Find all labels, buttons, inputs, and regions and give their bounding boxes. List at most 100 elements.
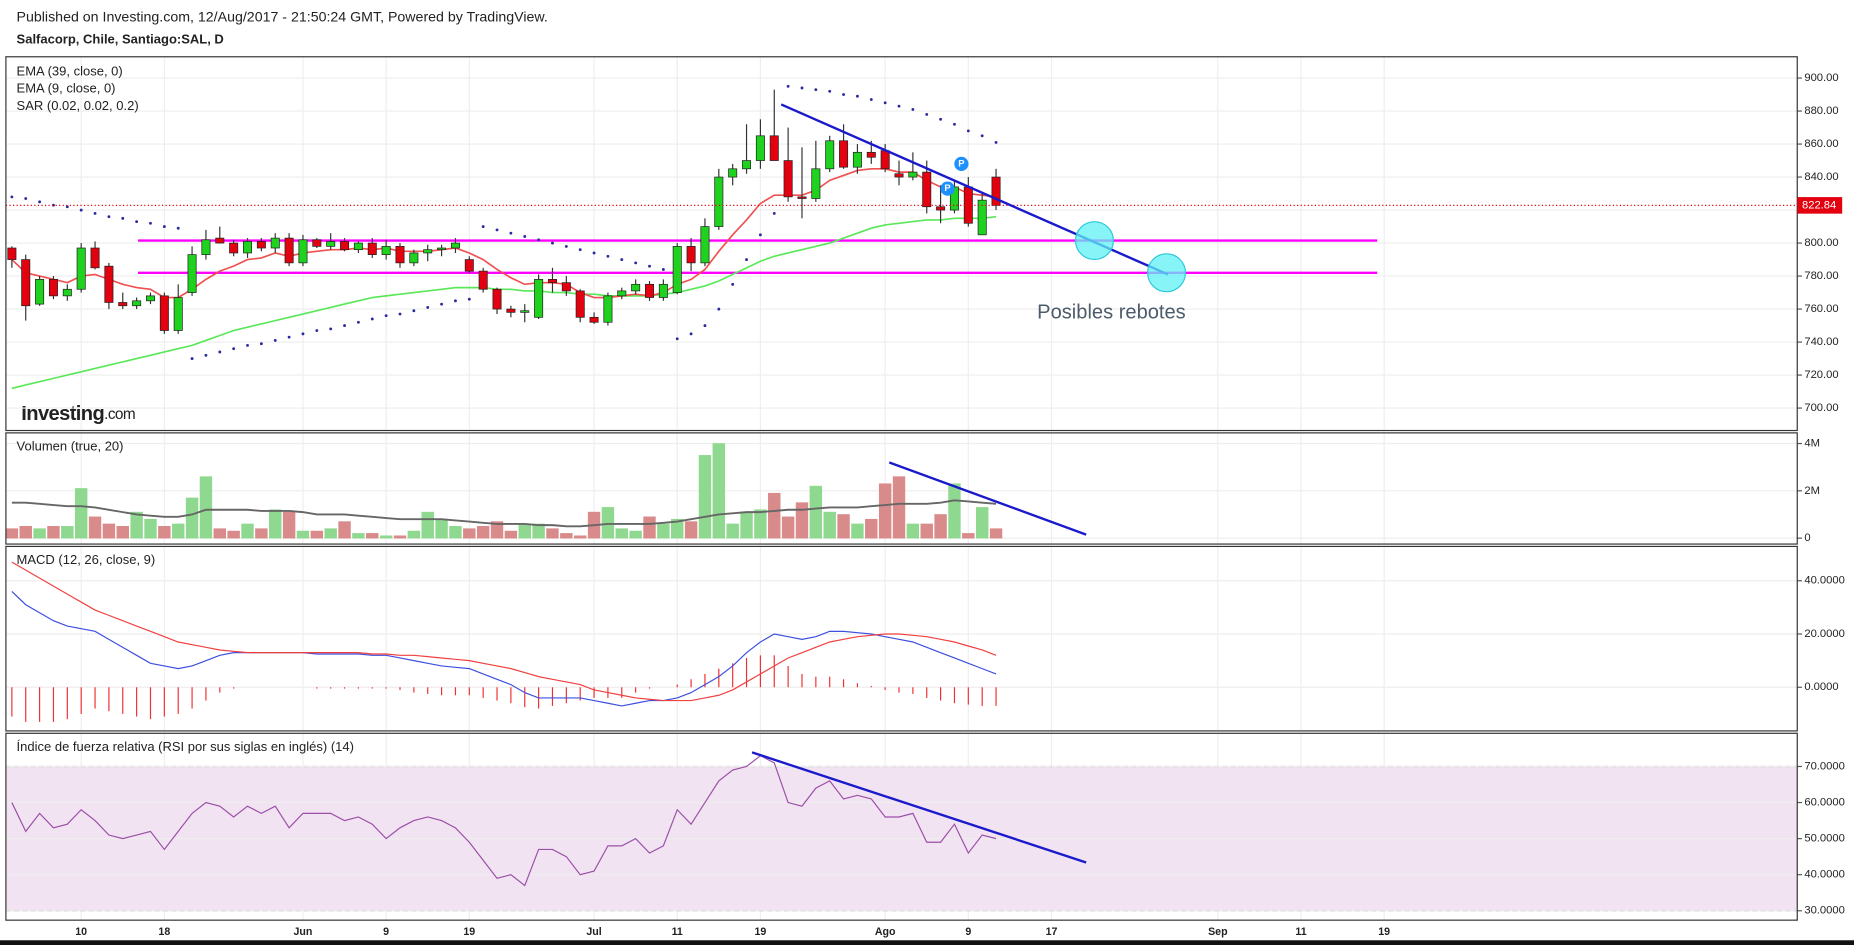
sar-dot [454,299,457,303]
candle-body [478,270,488,290]
sar-dot [911,107,915,111]
x-tick-label: 19 [1378,926,1390,938]
sar-dot [675,337,679,341]
candle-body [35,279,45,305]
candle-body [866,151,876,158]
y-tick-label: 0.0000 [1804,681,1838,693]
y-tick-label: 840.00 [1804,171,1838,183]
candle-body [132,300,142,307]
volume-bar [352,533,365,539]
volume-bar [795,502,809,539]
volume-bar [366,533,379,539]
candle-body [381,246,391,255]
sar-dot [398,312,402,316]
volume-bar [837,514,850,539]
panel-frame [5,732,1798,921]
volume-bar [61,526,74,539]
y-tick-label: 800.00 [1804,237,1838,249]
candle-body [312,239,322,247]
sar-dot [634,261,638,265]
sar-dot [65,205,69,209]
volume-ma [11,499,997,528]
candle-body [936,206,946,211]
sar-dot [564,244,568,248]
sar-dot [578,248,582,252]
sar-dot [79,208,83,212]
volume-bar [407,530,421,539]
volume-bar [726,523,739,539]
annotation: Posibles rebotes [1037,302,1186,324]
sar-dot [121,216,125,220]
sar-dot [592,251,596,255]
candle-body [645,283,654,298]
volume-bar [421,511,434,539]
volume-bar [657,523,670,539]
sar-dot [509,231,513,235]
volume-bar [878,483,892,539]
candle-body [326,241,336,247]
candle-body [173,297,183,331]
sar-dot [953,122,956,126]
y-tick-label: 2M [1804,485,1820,497]
x-tick-label: 9 [965,926,971,938]
sar-dot [814,88,818,92]
sar-dot [107,215,111,219]
candle-body [797,196,807,199]
volume-bar [130,511,143,539]
volume-bar [310,530,324,539]
candle-body [76,247,86,290]
y-tick-label: 4M [1804,437,1820,449]
candle-body [353,242,363,251]
y-tick-label: 60.0000 [1804,797,1845,809]
candle-body [852,151,862,168]
volume-bar [74,488,88,539]
volume-bar [560,533,573,539]
candle-body [839,140,849,168]
candle-body [561,282,571,292]
sar-dot [883,101,887,105]
sar-dot [606,254,610,258]
last-price-box [1797,197,1843,214]
event-label: P [944,183,950,194]
sar-dot [467,297,471,301]
volume-bar [338,521,351,539]
sar-dot [149,221,152,225]
candle-body [215,237,225,244]
legend-entry: EMA (39, close, 0) [17,64,123,79]
logo-main: Investing [21,403,104,425]
bottom-bar [0,940,1854,945]
candle-body [492,288,502,310]
volume-bar [892,476,906,539]
candle-body [603,295,613,323]
sar-dot [426,305,430,309]
volume-bar [490,521,504,539]
y-tick-label: 40.0000 [1804,575,1845,587]
candle-body [270,237,280,249]
volume-bar [671,518,684,539]
candle-body [894,173,904,178]
x-tick-label: 19 [754,926,766,938]
published-note: Published on Investing.com, 12/Aug/2017 … [17,9,548,25]
volume-bar [393,535,407,539]
candle-body [589,316,599,323]
candle-body [575,290,585,318]
sar-dot [190,357,194,360]
sar-dot [24,197,28,200]
y-tick-label: 740.00 [1804,336,1838,348]
legend-entry: EMA (9, close, 0) [17,81,116,96]
candle-body [617,290,627,297]
candle-body [62,288,72,297]
volume-bar [865,518,878,539]
x-tick-label: 18 [158,926,170,938]
sar-dot [994,140,998,144]
y-tick-label: 0 [1804,532,1810,544]
y-tick-label: 880.00 [1804,105,1838,117]
y-tick-label: 700.00 [1804,402,1838,414]
volume-bar [989,528,1003,539]
candle-body [658,283,668,298]
volume-bar [213,528,227,539]
volume-bar [962,533,975,539]
rsi-line [11,754,997,887]
symbol-title: Salfacorp, Chile, Santiago:SAL, D [17,32,224,47]
sar-dot [703,324,707,327]
